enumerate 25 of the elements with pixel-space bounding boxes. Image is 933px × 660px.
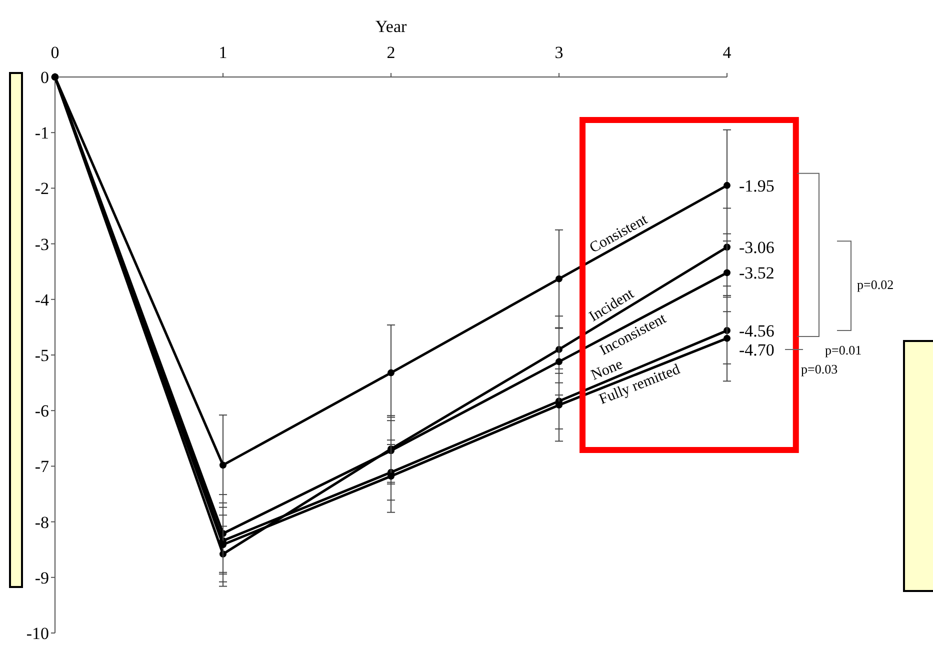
x-tick-label: 3 (554, 43, 564, 62)
text: p=0.01 (825, 342, 862, 358)
y-tick-label: -5 (34, 346, 49, 365)
y-tick-label: -3 (34, 234, 49, 254)
data-label: -3.52 (739, 264, 774, 283)
y-tick-label: -10 (26, 624, 49, 643)
data-label: -1.95 (739, 176, 774, 196)
x-tick-label: 1 (218, 43, 228, 62)
y-tick-label: -9 (34, 568, 49, 588)
x-tick-label: 4 (722, 43, 732, 62)
data-label: -4.56 (739, 322, 774, 341)
y-tick-label: -2 (34, 179, 49, 198)
y-tick-label: -6 (34, 402, 49, 421)
data-label: -3.06 (739, 238, 774, 258)
y-tick-label: -1 (34, 124, 49, 143)
y-tick-label: -4 (34, 290, 50, 310)
data-label: -4.70 (739, 340, 774, 360)
text: p=0.02 (857, 276, 894, 292)
text: p=0.03 (801, 362, 838, 377)
text: None (588, 356, 626, 384)
x-axis-title: Year (375, 17, 407, 36)
y-tick-label: -7 (34, 457, 50, 476)
x-tick-label: 2 (386, 43, 396, 62)
y-tick-label: 0 (40, 68, 49, 87)
y-tick-label: -8 (34, 512, 49, 532)
